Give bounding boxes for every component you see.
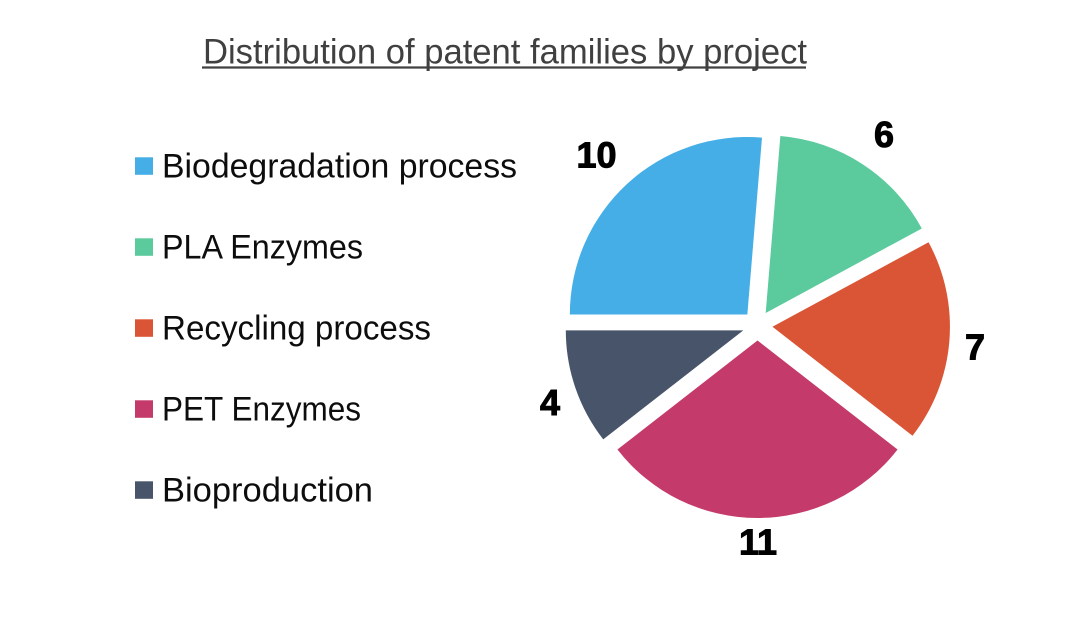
svg-text:Distribution of patent familie: Distribution of patent families by proje…: [203, 33, 807, 72]
svg-text:6: 6: [874, 114, 894, 155]
svg-text:10: 10: [576, 135, 616, 176]
svg-text:11: 11: [739, 522, 777, 563]
svg-text:Recycling process: Recycling process: [162, 309, 431, 347]
svg-text:PLA Enzymes: PLA Enzymes: [162, 228, 363, 266]
svg-text:7: 7: [965, 327, 985, 368]
svg-text:Bioproduction: Bioproduction: [162, 471, 373, 509]
svg-text:Biodegradation process: Biodegradation process: [162, 147, 517, 185]
svg-text:4: 4: [540, 382, 560, 423]
svg-text:PET Enzymes: PET Enzymes: [162, 390, 361, 428]
